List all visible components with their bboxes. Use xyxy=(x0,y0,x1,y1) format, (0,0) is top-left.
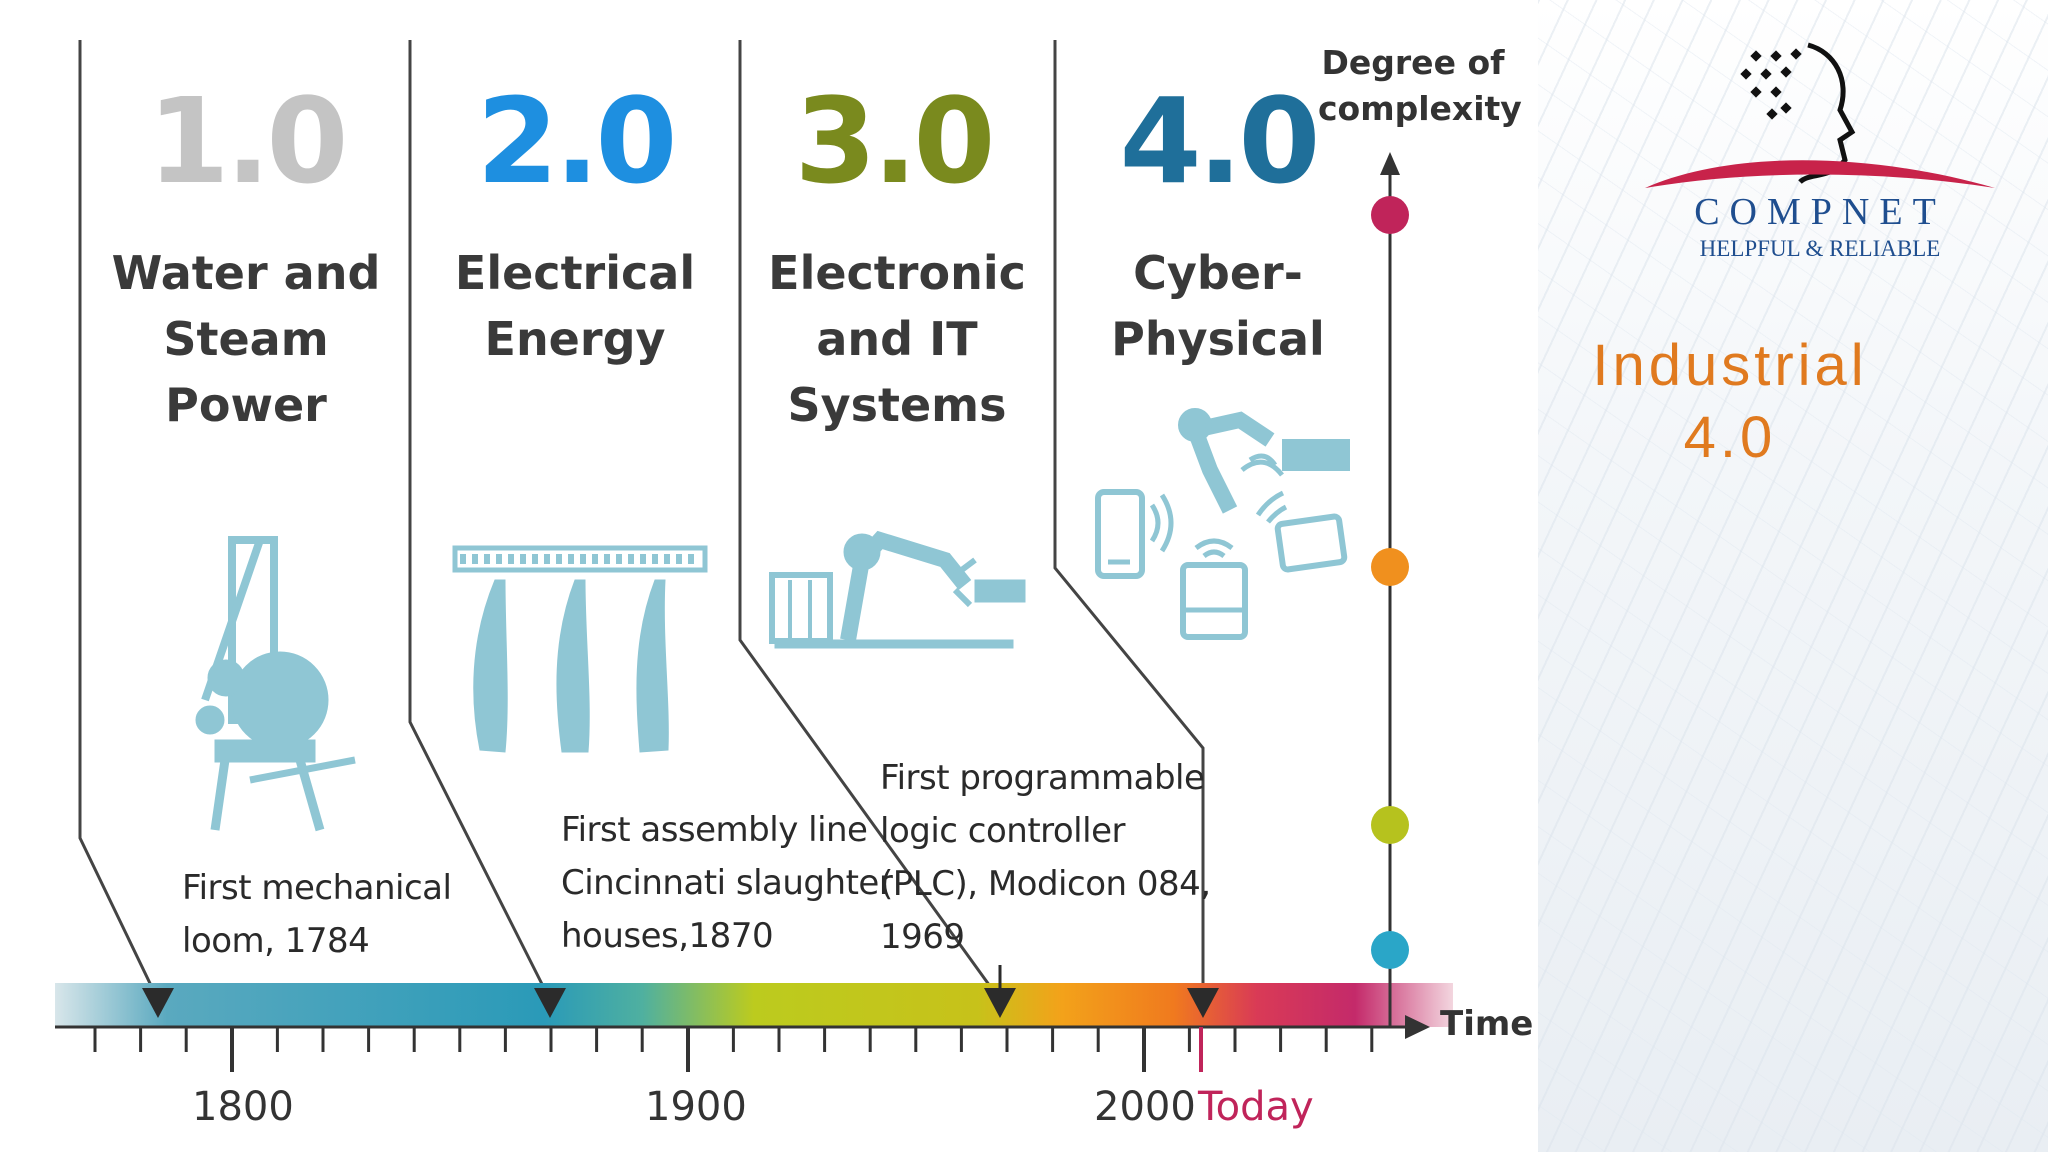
divider-1 xyxy=(78,40,160,1001)
era-title-line: Systems xyxy=(787,378,1007,432)
complexity-marker-3 xyxy=(1371,548,1409,586)
divider-2 xyxy=(408,40,552,1001)
era-number-2: 2.0 xyxy=(476,72,677,210)
event-line: 1969 xyxy=(880,917,965,957)
era-number-3: 3.0 xyxy=(794,72,995,210)
arrow-1969 xyxy=(984,988,1016,1018)
era-title-3: Electronic and IT Systems xyxy=(747,240,1047,438)
complexity-marker-1 xyxy=(1371,931,1409,969)
era-title-1: Water and Steam Power xyxy=(96,240,396,438)
slide-title-line: Industrial xyxy=(1592,333,1868,398)
slide-title-line: 4.0 xyxy=(1683,405,1777,470)
event-line: houses,1870 xyxy=(561,916,774,956)
assembly-line-illustration xyxy=(452,545,708,753)
x-axis-label: Time xyxy=(1440,1004,1534,1044)
time-bar xyxy=(55,983,1453,1027)
divider-4 xyxy=(1053,40,1205,1000)
brand-name: COMPNET xyxy=(1694,191,1946,233)
compnet-logo xyxy=(1645,42,1995,188)
event-line: First assembly line xyxy=(561,810,868,850)
logo-dots xyxy=(1740,48,1802,120)
event-line: loom, 1784 xyxy=(182,921,370,961)
robot-arm-illustration xyxy=(769,530,1026,649)
logo-swoosh xyxy=(1645,160,1995,188)
loom-illustration xyxy=(195,536,356,832)
event-1870: First assembly line Cincinnati slaughter… xyxy=(561,804,893,963)
cyber-physical-illustration xyxy=(1095,408,1350,640)
arrow-1784 xyxy=(142,988,174,1018)
x-axis-arrowhead xyxy=(1405,1015,1430,1039)
logo-head-outline xyxy=(1798,42,1856,185)
tick-label-1800: 1800 xyxy=(192,1084,294,1130)
arrow-1870 xyxy=(534,988,566,1018)
y-axis-label-line: Degree of xyxy=(1321,43,1505,82)
event-line: (PLC), Modicon 084, xyxy=(880,864,1211,904)
era-title-line: Steam xyxy=(163,312,329,366)
timeline-diagram xyxy=(55,40,1453,1072)
event-1784: First mechanical loom, 1784 xyxy=(182,862,452,968)
brand-tagline: HELPFUL & RELIABLE xyxy=(1699,236,1941,261)
divider-3 xyxy=(738,40,1002,1001)
era-title-line: and IT xyxy=(816,312,978,366)
era-number-1: 1.0 xyxy=(147,72,348,210)
background-pattern xyxy=(1538,0,2048,1152)
event-line: logic controller xyxy=(880,811,1125,851)
tick-label-1900: 1900 xyxy=(645,1084,747,1130)
event-line: Cincinnati slaughter xyxy=(561,863,893,903)
major-ticks xyxy=(230,1027,1146,1072)
minor-ticks xyxy=(93,1027,1374,1052)
era-title-4: Cyber- Physical xyxy=(1068,240,1368,372)
era-title-line: Power xyxy=(165,378,327,432)
y-axis-label-line: complexity xyxy=(1318,89,1522,128)
y-axis-arrowhead xyxy=(1380,152,1400,175)
event-line: First mechanical xyxy=(182,868,452,908)
y-axis-label: Degree of complexity xyxy=(1318,40,1522,132)
era-title-line: Electronic xyxy=(768,246,1026,300)
panel-dividers xyxy=(78,40,1205,1001)
era-title-2: Electrical Energy xyxy=(425,240,725,372)
era-title-line: Physical xyxy=(1111,312,1325,366)
era-title-line: Water and xyxy=(111,246,381,300)
complexity-marker-2 xyxy=(1371,806,1409,844)
arrow-today xyxy=(1187,988,1219,1018)
event-line: First programmable xyxy=(880,758,1205,798)
era-number-4: 4.0 xyxy=(1119,72,1320,210)
event-1969: First programmable logic controller (PLC… xyxy=(880,752,1211,964)
era-title-line: Electrical xyxy=(454,246,696,300)
complexity-marker-4 xyxy=(1371,196,1409,234)
era-title-line: Energy xyxy=(484,312,666,366)
slide-title: Industrial 4.0 xyxy=(1560,330,1900,474)
era-title-line: Cyber- xyxy=(1133,246,1303,300)
event-arrows xyxy=(142,988,1219,1018)
tick-label-2000: 2000 xyxy=(1094,1084,1196,1130)
today-label: Today xyxy=(1198,1084,1314,1130)
